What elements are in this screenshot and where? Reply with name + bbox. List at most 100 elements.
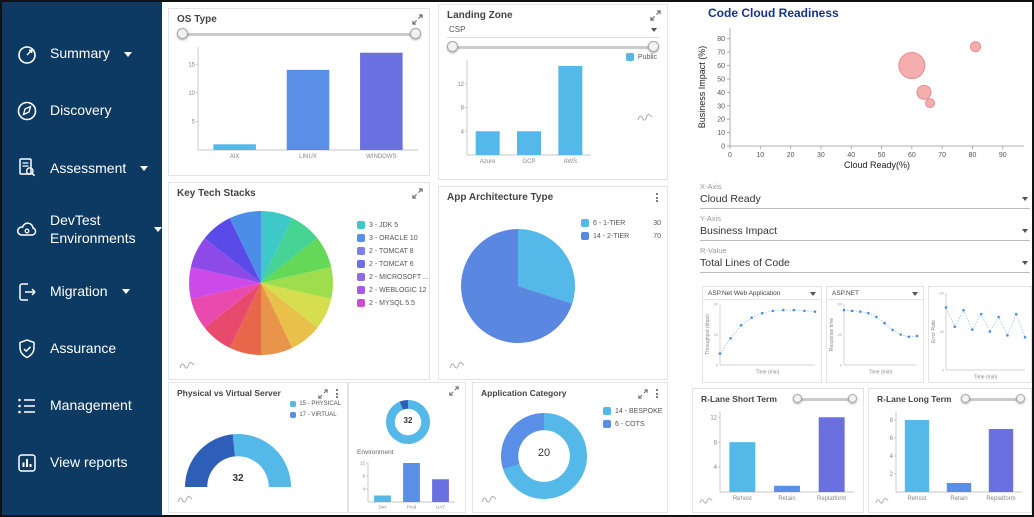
legend-label: 3 - JDK 5 — [369, 221, 399, 229]
legend-item[interactable]: 6 - COTS — [603, 420, 662, 428]
svg-text:40: 40 — [838, 332, 843, 337]
csp-dropdown-label: CSP — [449, 25, 466, 34]
expand-icon[interactable] — [412, 14, 423, 25]
legend-item[interactable]: 14 - 2-TIER 70 — [581, 232, 661, 240]
sidebar-item-discovery[interactable]: Discovery — [14, 98, 162, 124]
legend-chip — [357, 234, 365, 242]
physical-virtual-legend: 15 - PHYSICAL 17 - VIRTUAL — [290, 401, 341, 418]
svg-text:90: 90 — [999, 152, 1007, 159]
legend-label: 14 - 2-TIER — [593, 232, 630, 240]
gauge-total-label: 32 — [232, 473, 244, 484]
slider-handle-right[interactable] — [1016, 394, 1025, 403]
legend-label: 2 - MICROSOFT ... — [369, 273, 429, 281]
r-lane-long-range-slider[interactable] — [961, 394, 1025, 404]
legend-item[interactable]: 2 - TOMCAT 6 — [357, 260, 429, 268]
svg-text:12: 12 — [457, 82, 464, 88]
chevron-down-icon — [121, 289, 130, 295]
csp-dropdown[interactable]: CSP — [447, 23, 659, 38]
svg-text:40: 40 — [714, 332, 719, 337]
legend-chip — [290, 412, 297, 418]
os-type-range-slider[interactable] — [177, 28, 421, 40]
r-value-selector[interactable]: R-Value Total Lines of Code — [700, 246, 1030, 273]
svg-text:20: 20 — [717, 117, 725, 124]
shield-check-icon — [14, 336, 40, 362]
x-axis-selector[interactable]: X-Axis Cloud Ready — [700, 182, 1030, 209]
r-lane-short-range-slider[interactable] — [793, 394, 857, 404]
kebab-menu-icon[interactable] — [653, 192, 661, 203]
svg-text:Time (min): Time (min) — [869, 370, 893, 376]
legend-item[interactable]: 14 - BESPOKE — [603, 407, 662, 415]
svg-text:Response time: Response time — [829, 318, 835, 352]
gauge-icon — [14, 41, 40, 67]
svg-text:20: 20 — [787, 152, 795, 159]
svg-text:Dev: Dev — [378, 505, 387, 510]
legend-item[interactable]: 6 - 1-TIER 30 — [581, 219, 661, 227]
slider-handle-right[interactable] — [648, 41, 659, 52]
svg-text:4: 4 — [461, 129, 465, 135]
key-tech-legend: 3 - JDK 5 3 - ORACLE 10 2 - TOMCAT 8 2 - TO… — [357, 221, 429, 307]
legend-label: 2 - MYSQL 5.5 — [369, 299, 416, 307]
svg-text:10: 10 — [188, 91, 195, 97]
svg-text:80: 80 — [969, 152, 977, 159]
y-axis-selector[interactable]: Y-Axis Business Impact — [700, 214, 1030, 241]
sidebar-item-label: Management — [50, 397, 132, 414]
r-lane-long-term-panel: R-Lane Long Term 2 4 6 8 Rehost Retain Replatf… — [868, 388, 1032, 513]
legend-label: 2 - WEBLOGIC 12 — [369, 286, 427, 294]
sidebar-item-summary[interactable]: Summary — [14, 41, 162, 67]
bar-chart-icon — [14, 450, 40, 476]
svg-text:50: 50 — [717, 76, 725, 83]
legend-item[interactable]: 3 - JDK 5 — [357, 221, 429, 229]
cloud-gear-icon — [14, 217, 40, 243]
legend-item[interactable]: 17 - VIRTUAL — [290, 412, 341, 418]
slider-handle-right[interactable] — [848, 394, 857, 403]
svg-text:40: 40 — [847, 152, 855, 159]
expand-icon[interactable] — [412, 188, 423, 199]
slider-handle-left[interactable] — [177, 28, 188, 39]
app-selector-value: ASP.Net Web Application — [708, 290, 781, 297]
svg-text:12: 12 — [360, 461, 366, 466]
landing-zone-range-slider[interactable] — [447, 41, 659, 53]
slider-handle-left[interactable] — [961, 394, 970, 403]
sidebar-item-migration[interactable]: Migration — [14, 279, 162, 305]
svg-text:6: 6 — [890, 436, 894, 442]
legend-label: 14 - BESPOKE — [615, 407, 663, 415]
app-selector-dropdown[interactable]: ASP.NET — [827, 287, 923, 300]
legend-item[interactable]: 2 - WEBLOGIC 12 — [357, 286, 429, 294]
legend-chip — [357, 299, 365, 307]
app-architecture-panel: App Architecture Type 6 - 1-TIER 30 14 - 2… — [438, 186, 668, 380]
legend-item[interactable]: 2 - TOMCAT 8 — [357, 247, 429, 255]
panel-title: R-Lane Short Term — [701, 394, 777, 404]
svg-text:4: 4 — [714, 465, 718, 471]
legend-chip — [581, 232, 589, 240]
svg-text:0: 0 — [942, 368, 945, 373]
svg-text:40: 40 — [940, 329, 945, 334]
os-type-chart: 5 10 15 AIX LINUX WINDOWS — [188, 47, 418, 160]
sidebar-item-devtest-environments[interactable]: DevTest Environments — [14, 212, 162, 247]
svg-text:40: 40 — [717, 90, 725, 97]
environment-donut-total: 32 — [403, 416, 413, 425]
sidebar-item-assurance[interactable]: Assurance — [14, 336, 162, 362]
kebab-menu-icon[interactable] — [653, 388, 661, 399]
svg-text:30: 30 — [717, 103, 725, 110]
app-selector-dropdown[interactable]: ASP.Net Web Application — [703, 287, 821, 300]
expand-icon[interactable] — [318, 388, 328, 399]
expand-icon[interactable] — [650, 10, 661, 21]
sidebar-item-assessment[interactable]: Assessment — [14, 155, 162, 181]
legend-item[interactable]: Public — [625, 53, 657, 61]
sidebar-item-view-reports[interactable]: View reports — [14, 450, 162, 476]
slider-handle-left[interactable] — [793, 394, 802, 403]
application-category-total: 20 — [537, 447, 551, 459]
expand-icon[interactable] — [638, 388, 648, 399]
kebab-menu-icon[interactable] — [333, 388, 341, 399]
slider-handle-left[interactable] — [447, 41, 458, 52]
slider-handle-right[interactable] — [410, 28, 421, 39]
legend-item[interactable]: 2 - MICROSOFT ... — [357, 273, 429, 281]
legend-item[interactable]: 15 - PHYSICAL — [290, 401, 341, 407]
panel-title: Application Category — [481, 388, 567, 398]
svg-text:Rehost: Rehost — [733, 496, 752, 502]
legend-item[interactable]: 2 - MYSQL 5.5 — [357, 299, 429, 307]
expand-icon[interactable] — [449, 386, 459, 396]
svg-text:8: 8 — [714, 440, 718, 446]
legend-item[interactable]: 3 - ORACLE 10 — [357, 234, 429, 242]
sidebar-item-management[interactable]: Management — [14, 393, 162, 419]
